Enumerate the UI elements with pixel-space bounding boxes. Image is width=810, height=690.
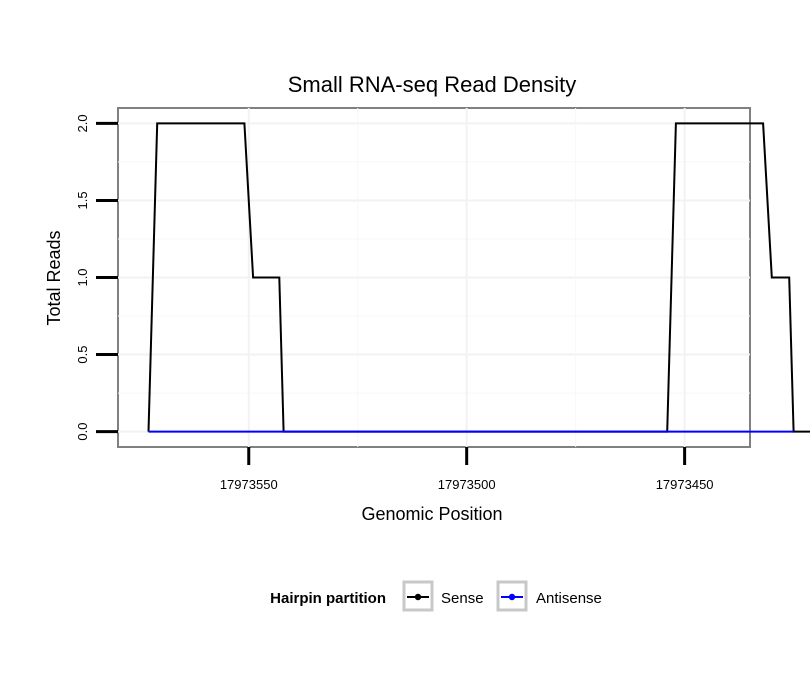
legend-label-antisense: Antisense: [536, 590, 602, 607]
legend-key-antisense: [496, 580, 528, 612]
legend-dot-antisense: [508, 593, 516, 601]
legend-dot-sense: [414, 593, 422, 601]
y-tick-label: 1.5: [75, 191, 90, 209]
legend-title: Hairpin partition: [270, 590, 386, 607]
y-axis: 0.0 0.5 1.0 1.5 2.0: [75, 114, 118, 441]
legend: Hairpin partition Sense Antisense: [270, 580, 602, 612]
y-axis-title: Total Reads: [44, 230, 64, 325]
series-layer: [147, 122, 810, 433]
legend-item-antisense: Antisense: [496, 580, 602, 612]
y-tick-label: 0.0: [75, 423, 90, 441]
y-tick-label: 1.0: [75, 268, 90, 286]
legend-label-sense: Sense: [441, 590, 484, 607]
x-tick-label: 17973550: [220, 477, 278, 492]
x-tick-label: 17973500: [438, 477, 496, 492]
y-tick-label: 2.0: [75, 114, 90, 132]
x-tick-label: 17973450: [656, 477, 714, 492]
legend-item-sense: Sense: [402, 580, 484, 612]
y-tick-label: 0.5: [75, 346, 90, 364]
x-axis: 17973550 17973500 17973450: [220, 447, 714, 492]
x-axis-title: Genomic Position: [361, 504, 502, 524]
chart-title: Small RNA-seq Read Density: [288, 72, 577, 97]
